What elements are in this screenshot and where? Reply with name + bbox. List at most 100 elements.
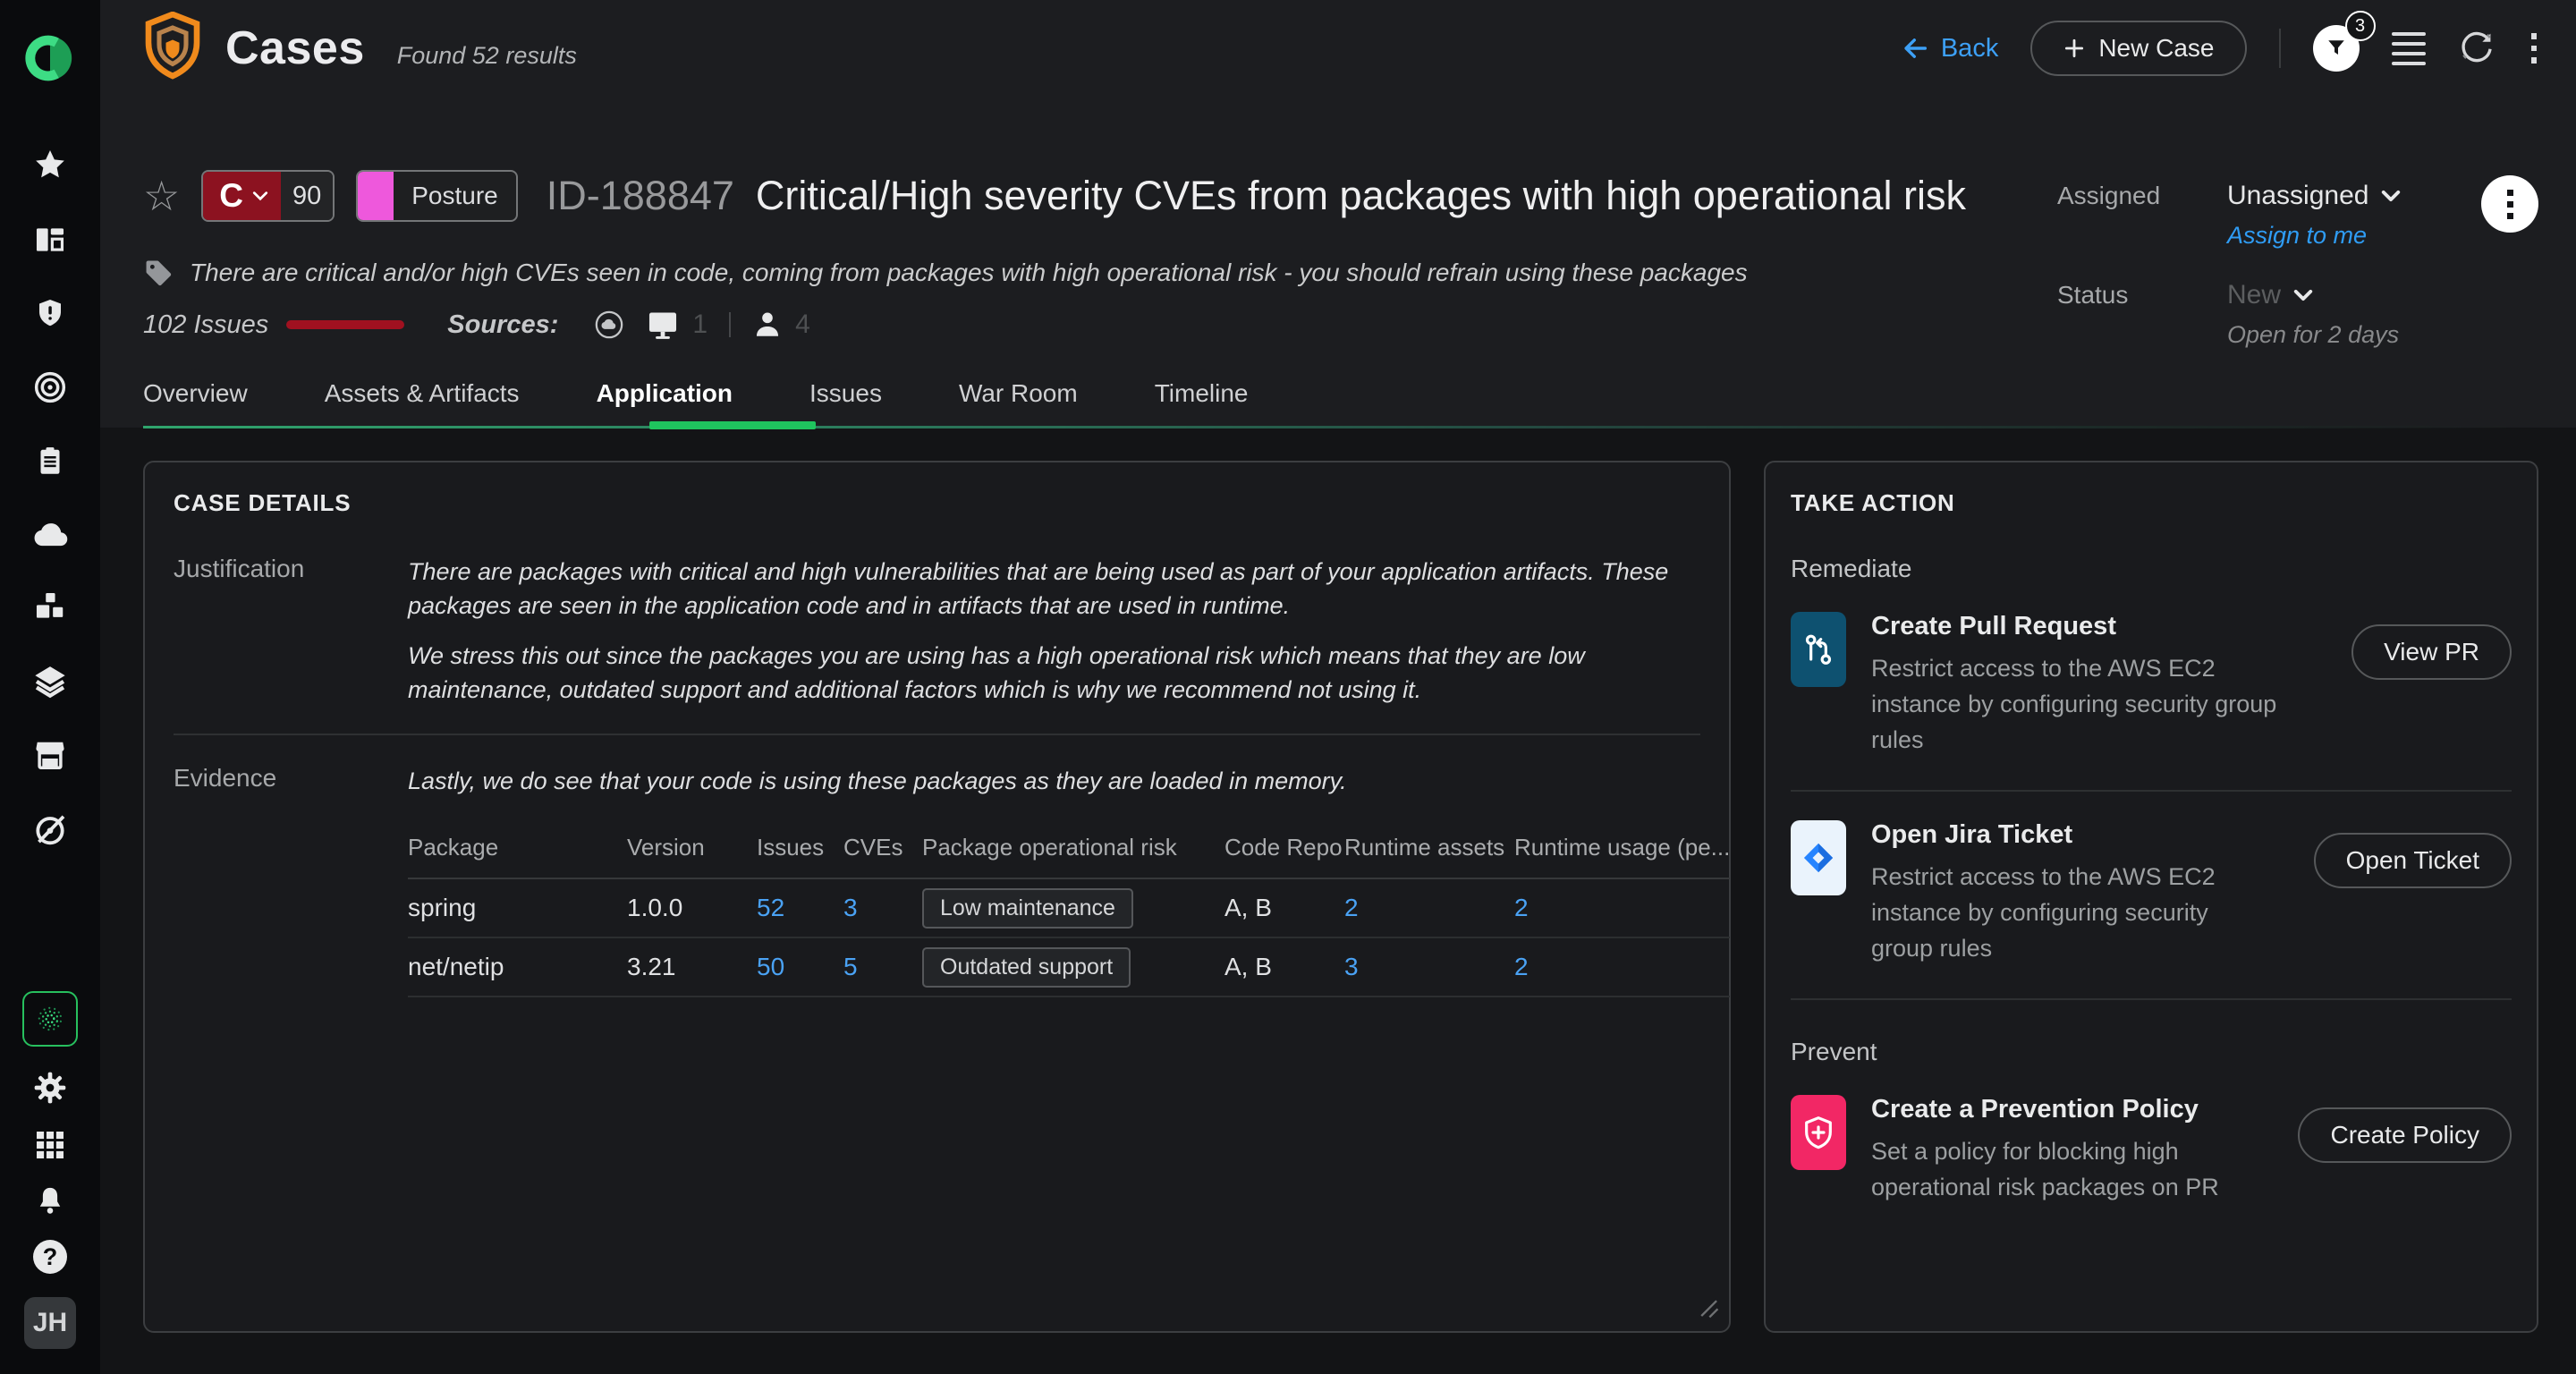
active-tab-indicator <box>649 421 816 429</box>
monitor-source-count: 1 <box>692 310 708 339</box>
tab-assets-artifacts[interactable]: Assets & Artifacts <box>324 379 520 407</box>
back-arrow-icon <box>1904 38 1927 58</box>
prevent-group-label: Prevent <box>1791 1038 1877 1065</box>
action-title: Open Jira Ticket <box>1871 820 2073 849</box>
take-action-title: TAKE ACTION <box>1791 489 1955 516</box>
case-type-badge: Posture <box>356 170 518 222</box>
resize-handle[interactable] <box>1697 1296 1720 1324</box>
chevron-down-icon <box>2382 190 2401 202</box>
help-icon[interactable]: ? <box>33 1240 67 1274</box>
target-icon[interactable] <box>32 369 68 405</box>
source-user-icon <box>752 310 783 340</box>
ai-analyzer-icon[interactable] <box>22 991 78 1047</box>
issues-severity-bar <box>286 320 405 329</box>
favorite-star-toggle[interactable]: ☆ <box>143 173 181 219</box>
assignment-panel: Assigned Unassigned Assign to me Status … <box>2057 175 2540 349</box>
action-card-prevention-policy: Create a Prevention Policy Set a policy … <box>1791 1095 2512 1205</box>
app-logo-icon[interactable] <box>24 32 76 89</box>
case-meta-row: 102 Issues Sources: 1 4 <box>143 304 810 345</box>
refresh-icon[interactable] <box>2458 28 2496 70</box>
open-ticket-button[interactable]: Open Ticket <box>2313 833 2512 888</box>
source-cloud-icon <box>594 310 624 340</box>
package-version: 3.21 <box>627 953 676 980</box>
severity-badge[interactable]: C 90 <box>201 170 335 222</box>
justification-section: Justification There are packages with cr… <box>174 555 1700 707</box>
action-description: Set a policy for blocking high operation… <box>1871 1138 2219 1200</box>
main-area: Cases Found 52 results Back New Case <box>100 0 2576 1374</box>
take-action-panel: TAKE ACTION Remediate Create Pull R <box>1764 461 2538 1333</box>
back-button[interactable]: Back <box>1900 33 1998 64</box>
tab-timeline[interactable]: Timeline <box>1154 379 1249 407</box>
plus-icon <box>2065 38 2084 58</box>
sources-separator <box>729 312 732 337</box>
tab-war-room[interactable]: War Room <box>958 379 1078 407</box>
operational-risk-chip: Low maintenance <box>922 887 1133 929</box>
evidence-text: Lastly, we do see that your code is usin… <box>408 768 1347 794</box>
runtime-assets-link[interactable]: 2 <box>1344 894 1359 921</box>
severity-letter: C <box>219 177 243 214</box>
shield-alert-icon[interactable] <box>34 296 66 330</box>
brand: Cases Found 52 results <box>143 10 577 86</box>
cves-link[interactable]: 3 <box>843 894 858 921</box>
case-more-options-button[interactable] <box>2481 175 2538 233</box>
report-clipboard-icon[interactable] <box>34 445 66 479</box>
user-avatar[interactable]: JH <box>24 1297 76 1349</box>
apps-grid-icon[interactable] <box>34 1129 66 1161</box>
assigned-label: Assigned <box>2057 182 2161 209</box>
case-title: Critical/High severity CVEs from package… <box>755 173 1966 218</box>
filter-button[interactable]: 3 <box>2312 11 2376 72</box>
tab-issues[interactable]: Issues <box>809 379 882 407</box>
cloud-icon[interactable] <box>31 518 69 550</box>
runtime-assets-link[interactable]: 3 <box>1344 953 1359 980</box>
issues-count: 102 Issues <box>143 310 269 339</box>
dashboard-icon[interactable] <box>33 223 67 257</box>
operational-risk-chip: Outdated support <box>922 946 1131 988</box>
case-description: There are critical and/or high CVEs seen… <box>190 259 1748 286</box>
jira-icon <box>1791 820 1846 895</box>
assigned-dropdown[interactable]: Unassigned <box>2227 181 2540 211</box>
tab-overview[interactable]: Overview <box>143 379 248 407</box>
cases-shield-icon <box>143 10 202 86</box>
code-repo: A, B <box>1224 953 1272 980</box>
table-row: spring 1.0.0 52 3 Low maintenance A, B 2… <box>408 879 1731 938</box>
case-heading: ☆ C 90 Posture ID-188847 Critical/High s… <box>143 170 1966 222</box>
sources-label: Sources: <box>447 310 559 339</box>
issues-link[interactable]: 50 <box>757 953 785 980</box>
layers-icon[interactable] <box>32 663 68 699</box>
page-header: Cases Found 52 results Back New Case <box>143 0 2540 97</box>
evidence-table: Package Version Issues CVEs Package oper… <box>408 834 1731 997</box>
blocks-icon[interactable] <box>33 589 67 623</box>
results-count: Found 52 results <box>396 41 577 69</box>
status-open-duration: Open for 2 days <box>2227 321 2400 348</box>
tag-icon <box>146 260 172 286</box>
action-card-jira: Open Jira Ticket Restrict access to the … <box>1791 820 2512 966</box>
new-case-button[interactable]: New Case <box>2030 21 2247 76</box>
justification-paragraph: There are packages with critical and hig… <box>408 558 1669 619</box>
code-repo: A, B <box>1224 894 1272 921</box>
menu-list-icon[interactable] <box>2391 31 2426 65</box>
table-row: net/netip 3.21 50 5 Outdated support A, … <box>408 938 1731 997</box>
more-options-icon[interactable] <box>2528 30 2541 67</box>
compass-gauge-icon[interactable] <box>32 811 68 847</box>
runtime-usage-link[interactable]: 2 <box>1514 953 1529 980</box>
evidence-table-header: Package Version Issues CVEs Package oper… <box>408 834 1731 879</box>
create-policy-button[interactable]: Create Policy <box>2298 1107 2512 1163</box>
action-title: Create Pull Request <box>1871 612 2116 640</box>
chevron-down-icon <box>2293 289 2313 301</box>
notifications-bell-icon[interactable] <box>34 1184 66 1217</box>
favorites-star-icon[interactable] <box>32 148 68 183</box>
issues-link[interactable]: 52 <box>757 894 785 921</box>
page-title: Cases <box>225 22 365 74</box>
cves-link[interactable]: 5 <box>843 953 858 980</box>
view-pr-button[interactable]: View PR <box>2351 624 2512 680</box>
storefront-icon[interactable] <box>33 738 67 772</box>
severity-score: 90 <box>280 172 334 220</box>
settings-gear-icon[interactable] <box>32 1070 68 1106</box>
status-dropdown[interactable]: New <box>2227 280 2540 310</box>
evidence-label: Evidence <box>174 764 277 792</box>
runtime-usage-link[interactable]: 2 <box>1514 894 1529 921</box>
tab-underline <box>143 421 2542 429</box>
tab-application[interactable]: Application <box>596 379 733 407</box>
assign-to-me-link[interactable]: Assign to me <box>2227 222 2368 249</box>
